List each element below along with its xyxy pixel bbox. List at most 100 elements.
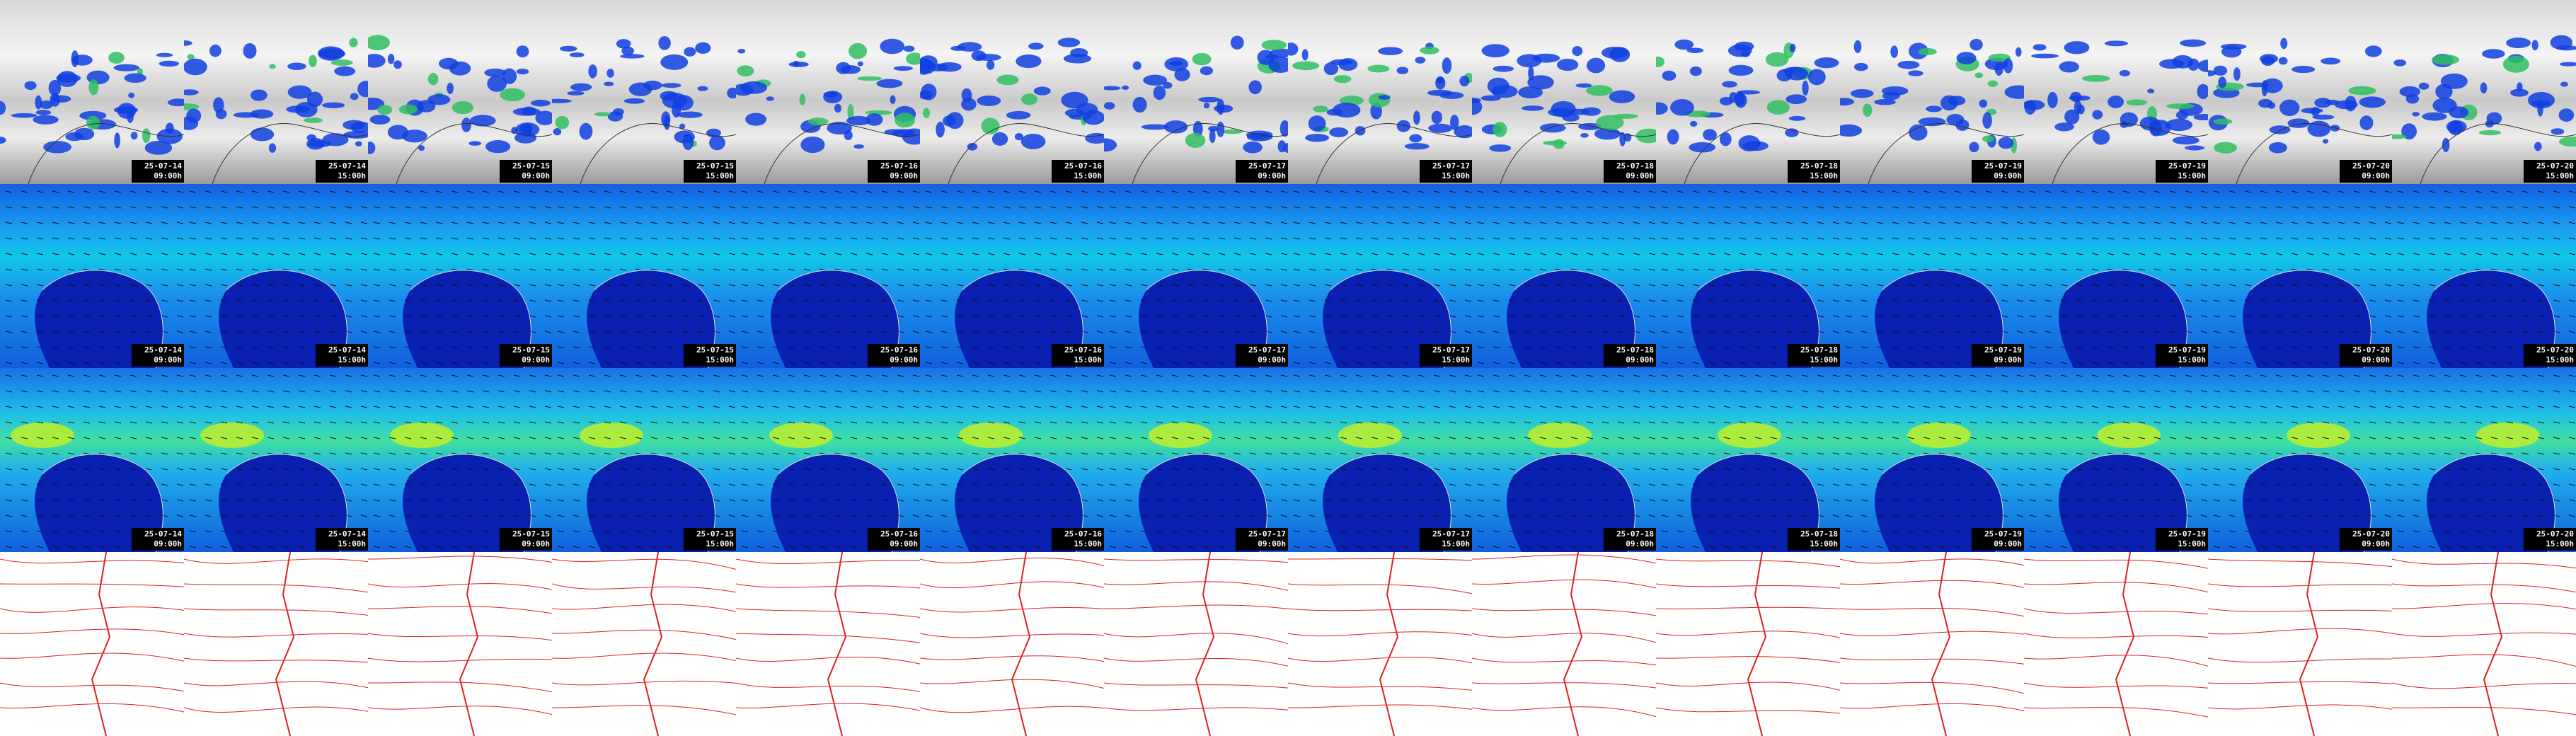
wind-arrow	[1817, 390, 1824, 393]
wind-arrow	[604, 315, 611, 318]
wind-arrow	[897, 190, 904, 193]
wind-arrow	[1602, 268, 1609, 271]
wind-arrow	[1018, 190, 1026, 193]
wind-arrow	[451, 190, 459, 193]
map-tile: 25-07-15 15:00h	[552, 368, 736, 552]
timestamp-time: 15:00h	[1442, 539, 1470, 548]
wind-arrow	[697, 299, 705, 302]
wind-arrow	[588, 530, 596, 533]
wind-arrow	[2060, 499, 2068, 502]
wind-arrow	[573, 190, 580, 193]
wind-arrow	[635, 530, 643, 533]
rain-cell	[209, 44, 222, 57]
wind-arrow	[819, 222, 827, 224]
wind-arrow	[435, 315, 443, 318]
wind-arrow	[1418, 299, 1425, 302]
wind-arrow	[987, 421, 995, 424]
wind-arrow	[529, 468, 536, 471]
wind-arrow	[925, 237, 933, 240]
wind-arrow	[1109, 499, 1117, 502]
wind-arrow	[682, 499, 689, 502]
wind-arrow	[1539, 222, 1547, 224]
wind-arrow	[1355, 284, 1363, 287]
rain-cell	[1221, 129, 1243, 134]
wind-arrow	[1464, 299, 1472, 302]
rain-cell	[2047, 91, 2058, 109]
wind-arrow	[2076, 299, 2083, 302]
rain-cell	[1028, 42, 1044, 50]
wind-arrow	[635, 268, 643, 271]
rain-cell	[1543, 140, 1568, 146]
wind-arrow	[1371, 346, 1379, 349]
wind-arrow	[1402, 237, 1410, 240]
wind-arrow	[2553, 421, 2560, 424]
wind-arrow	[650, 284, 658, 287]
wind-arrow	[98, 237, 106, 240]
wind-arrow	[1570, 346, 1578, 349]
wind-arrow	[145, 468, 153, 471]
rain-cell	[168, 98, 184, 107]
wind-arrow	[2413, 237, 2420, 240]
wind-arrow	[36, 530, 44, 533]
wind-arrow	[2076, 483, 2083, 486]
wind-arrow	[713, 253, 720, 255]
wind-arrow	[2122, 374, 2130, 377]
wind-arrow	[83, 299, 91, 302]
wind-arrow	[2568, 237, 2576, 240]
wind-arrow	[1508, 514, 1516, 517]
wind-arrow	[1280, 421, 1288, 424]
wind-arrow	[544, 299, 552, 302]
wind-arrow	[1493, 190, 1500, 193]
wind-arrow	[435, 437, 443, 439]
continent	[2243, 454, 2371, 552]
rain-cell	[2558, 108, 2575, 122]
wind-arrow	[619, 299, 627, 302]
rain-cell	[834, 103, 842, 113]
rain-cell	[2432, 54, 2459, 65]
wind-arrow	[1539, 299, 1547, 302]
wind-arrow	[236, 253, 243, 255]
wind-arrow	[2384, 206, 2392, 209]
wind-arrow	[329, 222, 337, 224]
wind-arrow	[2213, 362, 2221, 364]
wind-arrow	[1355, 546, 1363, 548]
wind-arrow	[1324, 374, 1332, 377]
wind-arrow	[513, 437, 521, 439]
wind-arrow	[1508, 284, 1516, 287]
wind-arrow	[819, 206, 827, 209]
wind-arrow	[98, 499, 106, 502]
wind-arrow	[98, 406, 106, 408]
wind-arrow	[788, 362, 795, 364]
wind-arrow	[52, 237, 59, 240]
map-image	[1845, 374, 2024, 552]
wind-arrow	[803, 468, 811, 471]
timestamp-date: 25-07-16	[880, 161, 918, 171]
wind-arrow	[772, 437, 780, 439]
rain-cell	[961, 88, 972, 103]
wind-arrow	[1340, 421, 1347, 424]
wind-arrow	[1293, 546, 1301, 548]
wind-arrow	[1876, 546, 1884, 548]
wind-arrow	[1539, 468, 1547, 471]
wind-arrow	[557, 530, 565, 533]
wind-arrow	[1081, 222, 1088, 224]
wind-arrow	[972, 268, 979, 271]
wind-arrow	[1570, 437, 1578, 439]
wind-arrow	[482, 421, 490, 424]
wind-arrow	[2185, 190, 2192, 193]
contour	[920, 606, 1104, 613]
rain-cell	[1277, 140, 1287, 153]
wind-arrow	[513, 374, 521, 377]
wind-arrow	[1708, 374, 1715, 377]
wind-arrow	[604, 530, 611, 533]
wind-arrow	[2459, 374, 2467, 377]
wind-arrow	[2397, 499, 2405, 502]
wind-arrow	[1892, 330, 1899, 333]
wind-arrow	[1786, 253, 1793, 255]
wind-arrow	[373, 374, 381, 377]
wind-arrow	[1508, 268, 1516, 271]
timestamp-time: 15:00h	[2178, 355, 2206, 364]
wind-arrow	[619, 206, 627, 209]
contour	[368, 556, 552, 563]
wind-arrow	[757, 530, 764, 533]
